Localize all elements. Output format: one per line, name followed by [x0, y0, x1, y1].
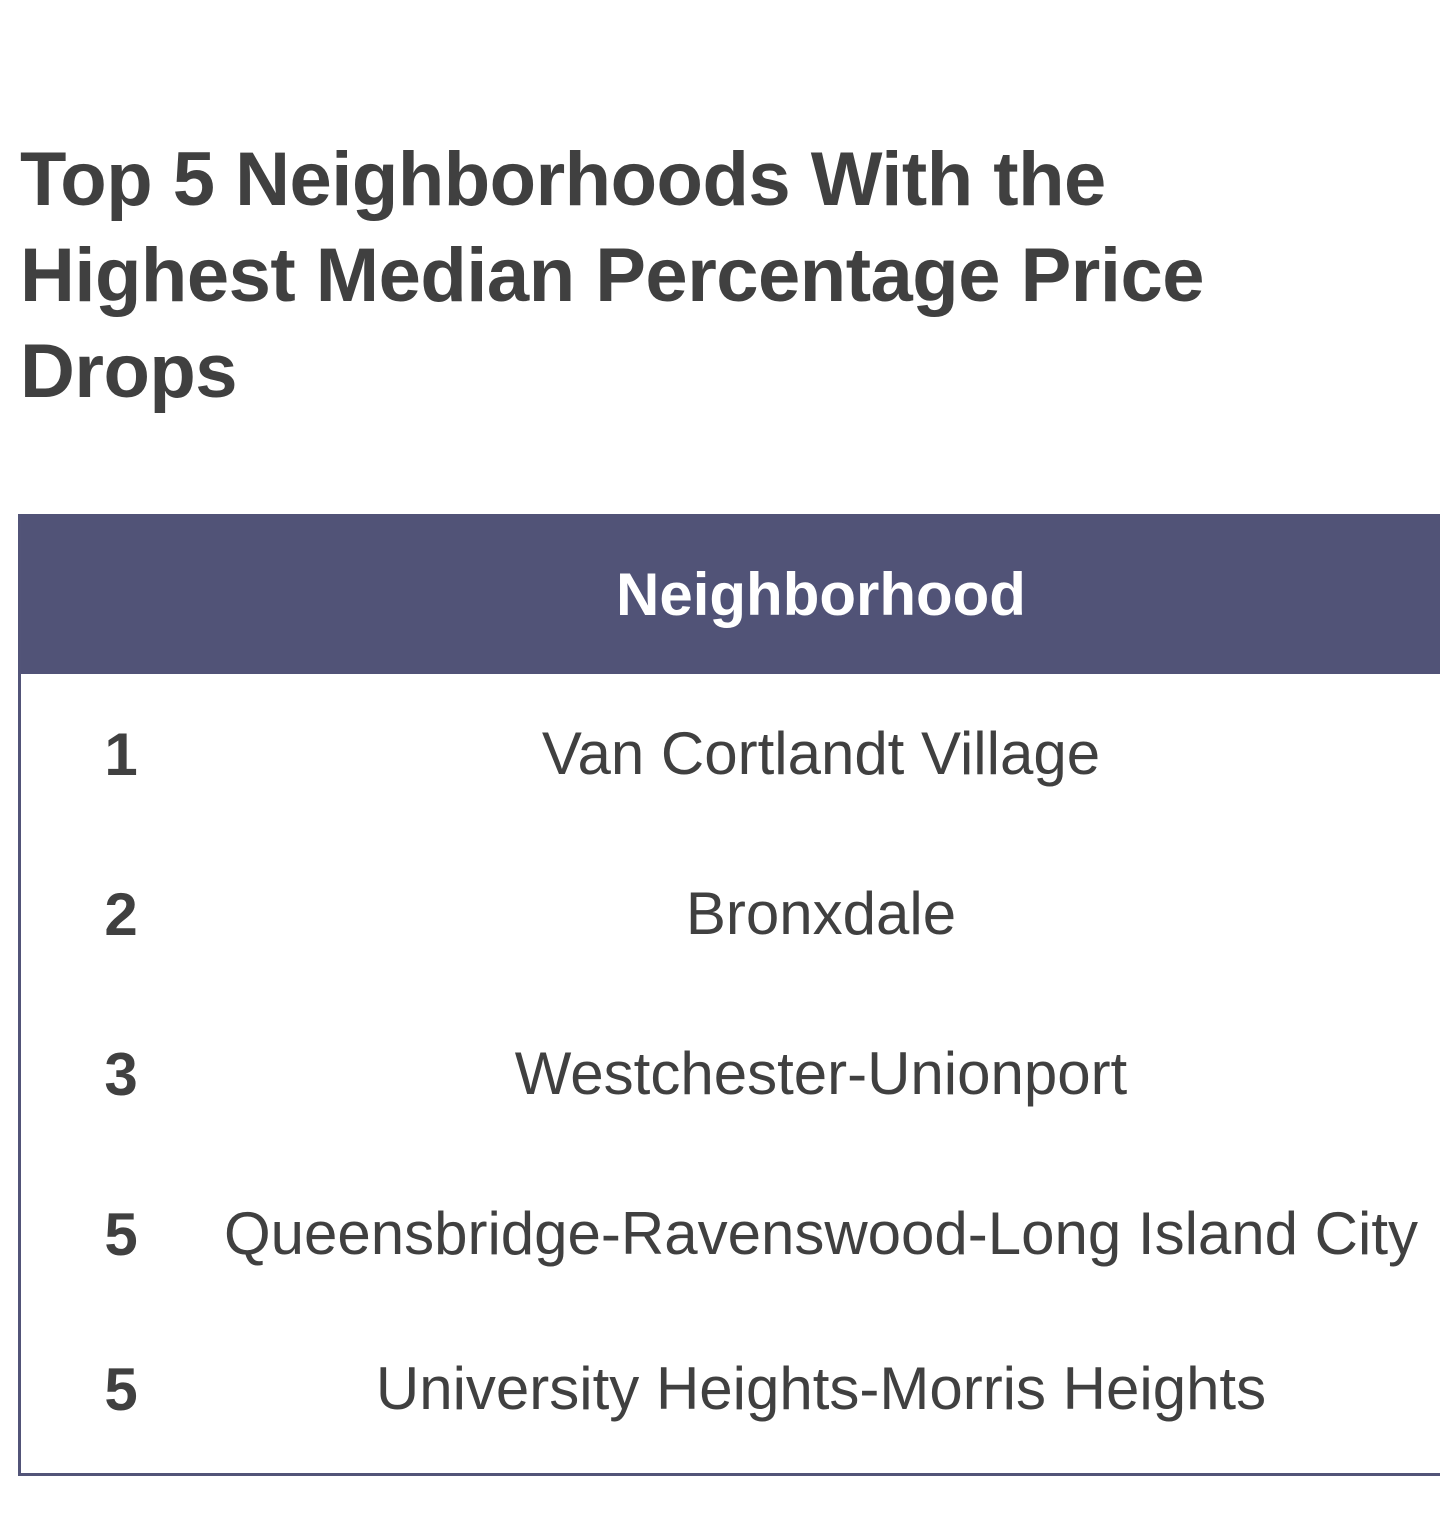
neighborhood-cell: Van Cortlandt Village — [541, 720, 1101, 787]
page-title: Top 5 Neighborhoods With the Highest Med… — [20, 137, 1205, 414]
neighborhood-cell: Westchester-Unionport — [514, 1040, 1128, 1107]
rank-cell: 5 — [104, 1200, 138, 1268]
table-row: 2 Bronxdale — [21, 834, 1440, 994]
header-neighborhood: Neighborhood — [616, 560, 1026, 628]
rank-cell: 3 — [104, 1040, 138, 1108]
rank-cell: 1 — [104, 720, 138, 788]
rank-cell: 5 — [104, 1355, 138, 1423]
neighborhood-cell: University Heights-Morris Heights — [375, 1355, 1267, 1422]
neighborhood-table: Neighborhood 1 Van Cortlandt Village 2 B… — [18, 514, 1440, 1476]
table-header: Neighborhood — [21, 514, 1440, 674]
table-row: 3 Westchester-Unionport — [21, 994, 1440, 1154]
table-row: 5 Queensbridge-Ravenswood-Long Island Ci… — [21, 1154, 1440, 1314]
neighborhood-cell: Queensbridge-Ravenswood-Long Island City — [223, 1200, 1419, 1267]
neighborhood-cell: Bronxdale — [685, 880, 957, 947]
table-row: 5 University Heights-Morris Heights — [21, 1314, 1440, 1464]
rank-cell: 2 — [104, 880, 138, 948]
table-row: 1 Van Cortlandt Village — [21, 674, 1440, 834]
